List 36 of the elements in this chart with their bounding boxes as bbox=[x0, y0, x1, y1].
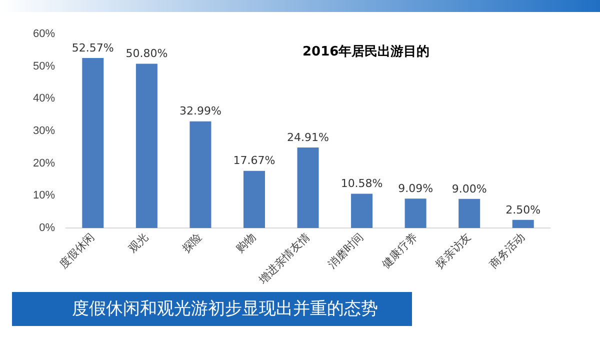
bar bbox=[297, 147, 319, 228]
text: 度假休闲和观光游初步显现出并重的态势 bbox=[12, 292, 412, 326]
x-tick-label: 度假休闲 bbox=[56, 230, 98, 271]
bar bbox=[82, 58, 104, 228]
bar bbox=[190, 121, 212, 228]
x-tick-label: 购物 bbox=[234, 230, 258, 256]
x-tick-label: 商务活动 bbox=[486, 230, 528, 271]
x-tick-label: 健康疗养 bbox=[379, 230, 420, 271]
data-label: 17.67% bbox=[233, 154, 276, 168]
data-label: 2.50% bbox=[506, 203, 541, 216]
y-tick-label: 40% bbox=[32, 92, 56, 105]
y-tick-label: 0% bbox=[39, 222, 56, 234]
x-tick-label: 消磨时间 bbox=[326, 230, 366, 271]
data-label: 9.00% bbox=[452, 182, 487, 196]
bar bbox=[404, 198, 426, 228]
bar bbox=[351, 194, 373, 228]
y-tick-label: 60% bbox=[32, 28, 56, 40]
bar bbox=[458, 198, 480, 228]
data-label: 50.80% bbox=[126, 47, 168, 60]
x-tick-label: 增进亲情友情 bbox=[256, 230, 312, 288]
data-label: 32.99% bbox=[179, 104, 222, 118]
bar bbox=[243, 170, 265, 228]
text: 2016年居民出游目的 bbox=[302, 44, 430, 60]
x-tick-label: 探亲访友 bbox=[433, 230, 474, 271]
data-label: 9.09% bbox=[398, 182, 434, 195]
data-label: 10.58% bbox=[340, 177, 383, 190]
y-tick-label: 10% bbox=[32, 190, 56, 202]
y-tick-label: 20% bbox=[32, 157, 56, 170]
x-tick-label: 探险 bbox=[180, 230, 205, 256]
x-tick-label: 观光 bbox=[126, 230, 151, 256]
y-tick-label: 30% bbox=[32, 125, 56, 138]
bar bbox=[136, 64, 158, 228]
y-tick-label: 50% bbox=[32, 60, 56, 72]
data-label: 24.91% bbox=[287, 130, 329, 144]
data-label: 52.57% bbox=[72, 41, 114, 54]
bar bbox=[512, 220, 534, 228]
